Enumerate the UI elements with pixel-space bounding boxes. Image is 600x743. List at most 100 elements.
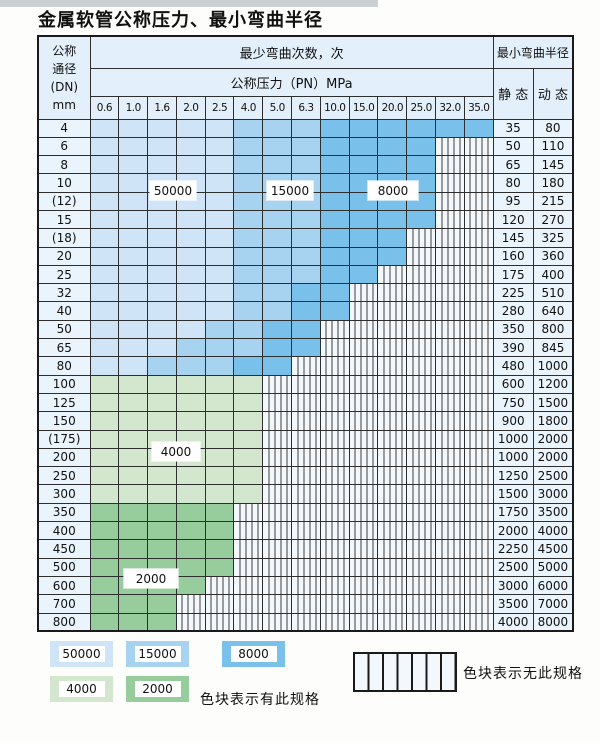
static-radius-cell: 390 [492, 338, 534, 358]
no-spec-cell [348, 429, 379, 449]
legend-swatch-label: 50000 [58, 646, 105, 662]
no-spec-cell [435, 246, 465, 266]
no-spec-cell [319, 447, 350, 468]
static-radius-cell: 1000 [492, 429, 534, 449]
no-spec-cell [377, 392, 408, 413]
no-spec-cell [406, 411, 437, 431]
spec-cell [118, 173, 149, 193]
spec-cell [262, 264, 293, 285]
spec-cell [147, 521, 177, 541]
no-spec-cell [463, 356, 494, 376]
table-row: 350 1750 3500 [37, 502, 574, 523]
spec-cell [348, 246, 379, 266]
no-spec-cell [319, 338, 350, 358]
pressure-value-header: 5.0 [262, 95, 293, 120]
no-spec-cell [463, 575, 494, 596]
static-radius-cell: 175 [492, 264, 534, 285]
no-spec-cell [291, 594, 321, 614]
table-row: 80 480 1000 [37, 356, 574, 376]
static-radius-cell: 1000 [492, 447, 534, 468]
spec-cell [204, 209, 235, 230]
bend-count-label: 15000 [267, 181, 313, 200]
dn-cell: 300 [37, 484, 91, 504]
spec-cell [89, 191, 120, 211]
spec-cell [291, 319, 321, 340]
spec-cell [147, 338, 177, 358]
spec-cell [147, 356, 177, 376]
dn-cell: 6 [37, 136, 91, 157]
static-radius-cell: 600 [492, 374, 534, 394]
spec-cell [319, 228, 350, 248]
spec-cell [319, 136, 350, 157]
dynamic-radius-cell: 2000 [532, 447, 574, 468]
no-spec-cell [377, 356, 408, 376]
no-spec-cell [463, 155, 494, 175]
spec-cell [319, 246, 350, 266]
spec-cell [319, 301, 350, 321]
dynamic-radius-cell: 5000 [532, 557, 574, 577]
spec-cell [89, 173, 120, 193]
table-row: 4 35 80 [37, 118, 574, 138]
spec-cell [377, 136, 408, 157]
no-spec-cell [348, 374, 379, 394]
spec-cell [147, 118, 177, 138]
no-spec-cell [435, 557, 465, 577]
spec-cell [233, 356, 264, 376]
spec-cell [118, 429, 149, 449]
no-spec-cell [435, 283, 465, 303]
spec-cell [89, 411, 120, 431]
no-spec-cell [406, 356, 437, 376]
spec-cell [204, 374, 235, 394]
table-row: 65 390 845 [37, 338, 574, 358]
table-row: 125 750 1500 [37, 392, 574, 413]
no-spec-cell [377, 411, 408, 431]
spec-cell [147, 594, 177, 614]
spec-cell [233, 466, 264, 486]
spec-cell [233, 374, 264, 394]
no-spec-cell [291, 429, 321, 449]
no-spec-cell [406, 374, 437, 394]
no-spec-cell [262, 557, 293, 577]
table-row: 400 2000 4000 [37, 521, 574, 541]
dynamic-radius-cell: 640 [532, 301, 574, 321]
spec-cell [89, 484, 120, 504]
spec-cell [204, 338, 235, 358]
no-spec-swatch [353, 652, 457, 692]
no-spec-cell [435, 155, 465, 175]
no-spec-cell [463, 338, 494, 358]
no-spec-cell [406, 338, 437, 358]
spec-cell [377, 118, 408, 138]
spec-cell [147, 502, 177, 523]
spec-cell [406, 136, 437, 157]
has-spec-text: 色块表示有此规格 [200, 692, 320, 708]
dynamic-radius-cell: 180 [532, 173, 574, 193]
spec-cell [175, 466, 206, 486]
static-radius-cell: 95 [492, 191, 534, 211]
no-spec-cell [463, 374, 494, 394]
dynamic-radius-cell: 360 [532, 246, 574, 266]
spec-cell [348, 228, 379, 248]
spec-cell [118, 374, 149, 394]
spec-cell [204, 466, 235, 486]
spec-cell [204, 429, 235, 449]
no-spec-cell [377, 374, 408, 394]
spec-cell [262, 155, 293, 175]
spec-cell [262, 356, 293, 376]
no-spec-cell [406, 228, 437, 248]
no-spec-cell [435, 612, 465, 632]
spec-cell [89, 447, 120, 468]
spec-cell [204, 228, 235, 248]
static-radius-cell: 2500 [492, 557, 534, 577]
spec-cell [319, 155, 350, 175]
dn-cell: 20 [37, 246, 91, 266]
no-spec-cell [435, 502, 465, 523]
no-spec-cell [463, 301, 494, 321]
dn-cell: 450 [37, 539, 91, 559]
spec-cell [204, 191, 235, 211]
dn-cell: 600 [37, 575, 91, 596]
spec-cell [175, 557, 206, 577]
spec-cell [233, 209, 264, 230]
spec-cell [147, 246, 177, 266]
no-spec-cell [291, 356, 321, 376]
